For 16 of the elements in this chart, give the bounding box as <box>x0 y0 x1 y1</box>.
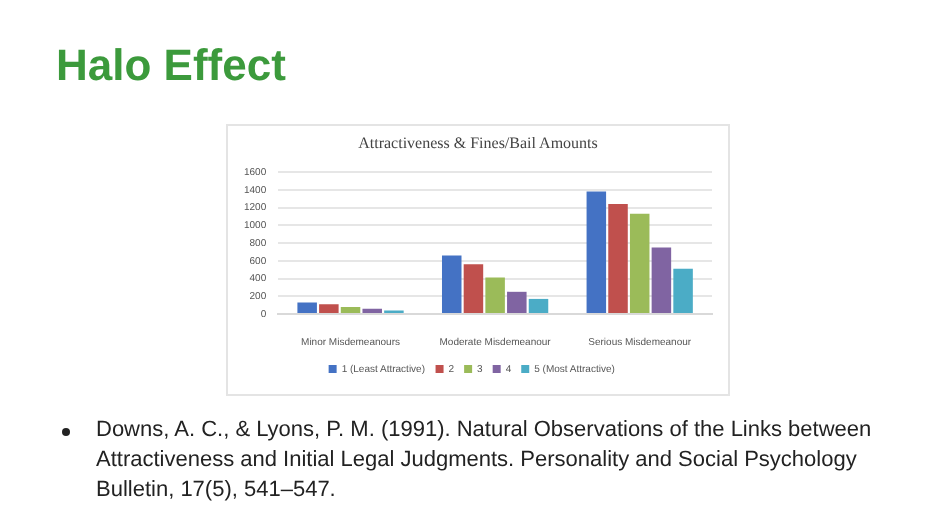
bar <box>673 268 693 313</box>
chart-title: Halo Effect <box>56 40 286 92</box>
bar <box>651 247 672 313</box>
bar <box>297 302 317 313</box>
bar <box>319 304 339 313</box>
bar <box>340 306 361 313</box>
bar <box>463 264 484 313</box>
chart-subtitle: Attractiveness & Fines/Bail Amounts <box>356 134 600 152</box>
bar <box>629 213 650 313</box>
text: Downs, A. C., & Lyons, P. M. (1991). Natural Observations of the Links between Attractiveness and Initial Legal Judgments. Personality and Social Psychology Bulletin, 17(5), 541–547. <box>96 418 872 502</box>
bar <box>441 255 462 313</box>
bar <box>608 203 628 313</box>
bar <box>586 191 607 313</box>
bar <box>507 291 527 313</box>
bar <box>485 277 505 313</box>
bar <box>528 298 549 313</box>
